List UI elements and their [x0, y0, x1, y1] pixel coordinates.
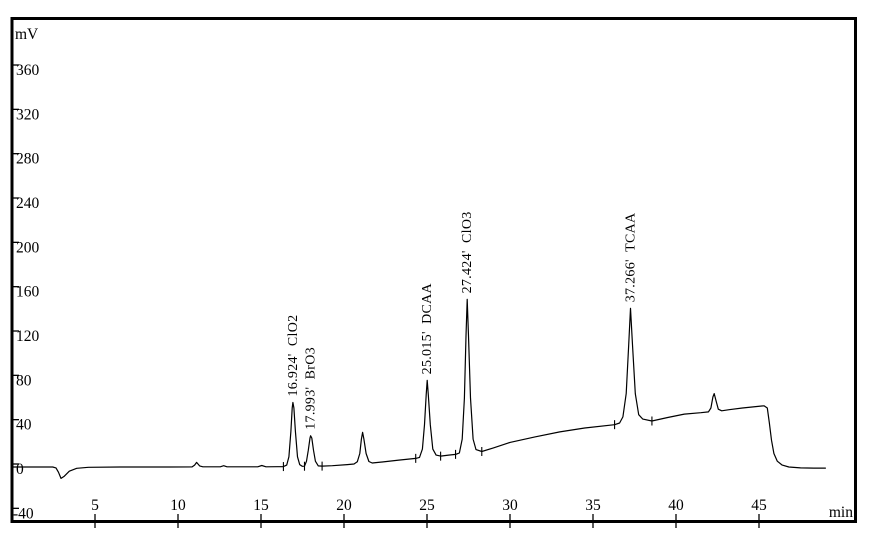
- peak-label: 16.924' ClO2: [286, 315, 301, 397]
- peak-label: 25.015' DCAA: [420, 282, 435, 374]
- peak-label: 17.993' BrO3: [304, 347, 319, 430]
- peak-label: 27.424' ClO3: [460, 211, 475, 293]
- x-axis-unit-label: min: [829, 504, 853, 521]
- y-tick-label: -40: [13, 505, 34, 522]
- y-tick-label: 0: [16, 461, 24, 478]
- peak-label: 37.266' TCAA: [624, 212, 639, 302]
- x-tick-label: 40: [668, 497, 684, 514]
- x-tick-label: 45: [751, 497, 767, 514]
- y-axis-ticks: 360 320 280 240 200 160 120 80 40 0 -40: [11, 62, 40, 522]
- y-tick-label: 240: [16, 195, 40, 212]
- x-tick-label: 10: [170, 497, 186, 514]
- integration-marks: [282, 416, 653, 472]
- y-tick-label: 120: [16, 328, 40, 345]
- x-tick-label: 15: [253, 497, 269, 514]
- chromatogram-trace: [12, 298, 826, 479]
- y-tick-label: 200: [16, 239, 40, 256]
- plot-frame: [10, 17, 857, 523]
- peak-labels: 16.924' ClO2 17.993' BrO3 25.015' DCAA 27.4…: [286, 211, 639, 429]
- x-tick-label: 30: [502, 497, 518, 514]
- y-tick-label: 280: [16, 151, 40, 168]
- x-tick-label: 5: [91, 497, 99, 514]
- y-tick-label: 80: [16, 372, 32, 389]
- y-tick-label: 320: [16, 106, 40, 123]
- y-tick-label: 360: [16, 62, 40, 79]
- y-tick-label: 40: [16, 417, 32, 434]
- x-axis-ticks: 5 10 15 20 25 30 35 40 45: [91, 497, 767, 528]
- x-tick-label: 25: [419, 497, 435, 514]
- y-tick-label: 160: [16, 284, 40, 301]
- x-tick-label: 35: [585, 497, 601, 514]
- y-axis-unit-label: mV: [15, 26, 39, 43]
- x-tick-label: 20: [336, 497, 352, 514]
